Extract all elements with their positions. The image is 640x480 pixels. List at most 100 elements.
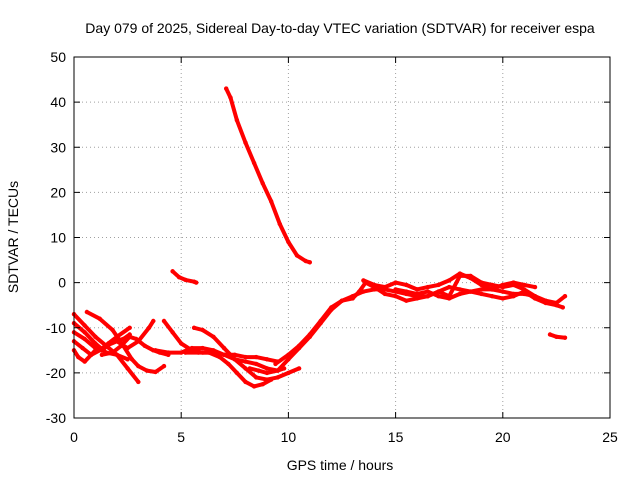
data-point: [125, 357, 130, 362]
data-point: [457, 291, 463, 297]
data-point: [500, 296, 505, 301]
data-point: [264, 357, 270, 362]
data-point: [228, 95, 233, 100]
data-point: [294, 253, 300, 258]
data-point: [110, 327, 115, 333]
data-point: [129, 357, 135, 362]
data-point: [425, 289, 430, 294]
data-point: [543, 300, 548, 306]
data-point: [404, 298, 409, 303]
data-point: [436, 289, 441, 294]
data-point: [264, 370, 270, 376]
data-point: [254, 354, 259, 360]
data-point: [269, 377, 274, 382]
data-point: [414, 287, 420, 292]
data-point: [447, 278, 452, 283]
data-point: [142, 343, 147, 348]
data-point: [144, 368, 150, 373]
data-point: [211, 348, 216, 353]
y-tick-label: -20: [46, 365, 66, 381]
data-point: [127, 325, 132, 330]
data-point: [251, 160, 257, 166]
data-point: [179, 341, 184, 346]
data-point: [226, 361, 231, 367]
data-point: [243, 366, 248, 371]
data-point: [286, 352, 291, 357]
data-point: [275, 375, 280, 380]
data-point: [114, 352, 120, 357]
data-point: [329, 305, 334, 310]
data-point: [425, 284, 430, 290]
data-point: [189, 345, 195, 351]
data-point: [260, 181, 265, 186]
data-point: [479, 287, 484, 292]
data-point: [191, 325, 197, 330]
data-point: [136, 379, 141, 385]
y-tick-label: 20: [50, 184, 66, 200]
data-point: [511, 294, 516, 299]
data-point: [224, 86, 229, 91]
data-point: [547, 332, 553, 337]
data-point: [93, 334, 98, 339]
data-point: [296, 366, 302, 371]
data-point: [136, 363, 141, 369]
data-point: [260, 382, 265, 387]
data-point: [307, 332, 312, 337]
data-point: [76, 354, 81, 360]
data-point: [489, 282, 495, 288]
data-point: [221, 352, 227, 357]
data-point: [296, 343, 302, 348]
data-point: [110, 350, 115, 355]
data-point: [382, 284, 388, 290]
series-line: [183, 350, 274, 389]
data-point: [479, 291, 484, 297]
data-point: [273, 361, 278, 367]
data-point: [447, 296, 452, 301]
data-point: [183, 350, 188, 355]
data-point: [404, 289, 409, 294]
x-axis-label: GPS time / hours: [287, 457, 394, 473]
data-point: [243, 140, 248, 145]
chart-title: Day 079 of 2025, Sidereal Day-to-day VTE…: [85, 20, 595, 36]
series-arc-11: [153, 345, 287, 373]
data-point: [211, 334, 216, 339]
series-arc-17: [361, 271, 538, 292]
data-point: [89, 352, 94, 357]
data-point: [269, 199, 274, 204]
data-point: [532, 296, 538, 301]
data-point: [82, 323, 87, 328]
x-tick-label: 20: [495, 429, 511, 445]
data-point: [286, 370, 291, 376]
data-point: [489, 294, 495, 299]
data-point: [206, 350, 212, 355]
data-point: [221, 345, 227, 351]
data-point: [217, 354, 222, 360]
data-point: [500, 289, 505, 294]
data-point: [254, 375, 259, 380]
data-point: [200, 345, 205, 351]
data-point: [146, 325, 152, 330]
data-point: [176, 275, 182, 280]
data-point: [372, 282, 377, 288]
data-point: [489, 287, 495, 292]
data-point: [84, 309, 90, 315]
data-point: [114, 339, 120, 344]
data-point: [275, 368, 280, 373]
data-point: [560, 305, 565, 310]
data-series: [71, 86, 568, 389]
data-point: [479, 282, 484, 288]
data-point: [97, 348, 102, 353]
data-point: [500, 282, 505, 288]
data-point: [183, 277, 188, 283]
data-point: [151, 318, 156, 324]
data-point: [251, 384, 257, 389]
data-point: [468, 289, 473, 294]
data-point: [554, 334, 559, 339]
y-tick-label: 0: [58, 275, 66, 291]
data-point: [161, 318, 167, 324]
data-point: [170, 330, 175, 335]
data-point: [404, 282, 409, 288]
data-point: [532, 284, 538, 290]
x-tick-label: 25: [602, 429, 618, 445]
